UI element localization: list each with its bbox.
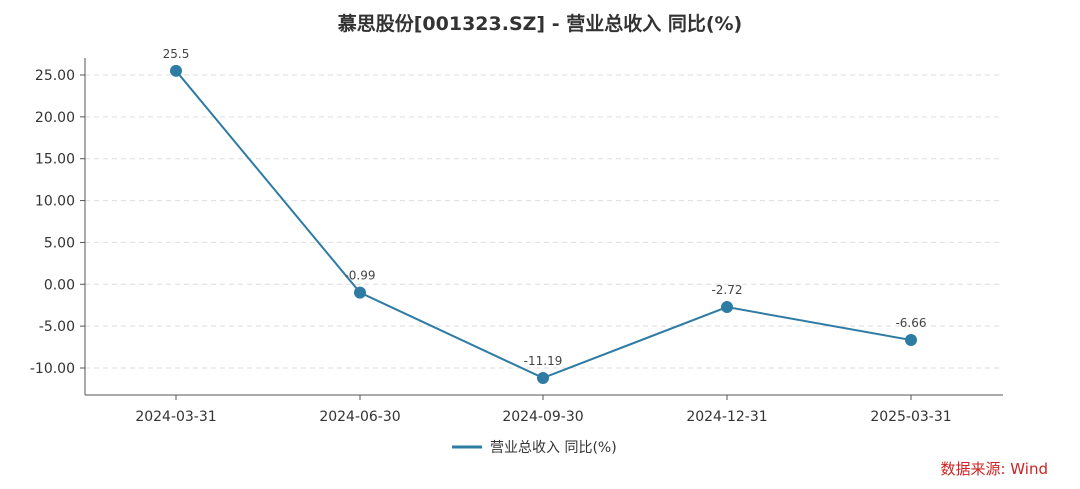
data-point[interactable] (721, 301, 733, 314)
gridlines (85, 74, 1003, 369)
data-labels: 25.5 -0.99 -11.19 -2.72 -6.66 (163, 47, 927, 368)
data-label: -2.72 (711, 283, 742, 297)
legend-label: 营业总收入 同比(%) (490, 440, 617, 456)
x-tick-label: 2024-03-31 (135, 409, 216, 425)
y-tick-label: -10.00 (30, 361, 75, 377)
chart-title: 慕思股份[001323.SZ] - 营业总收入 同比(%) (338, 12, 743, 35)
y-axis-ticks: 25.00 20.00 15.00 10.00 5.00 0.00 -5.00 -10.00 (30, 68, 85, 377)
y-tick-label: 20.00 (35, 110, 75, 126)
data-label: -11.19 (524, 354, 563, 368)
data-label: -6.66 (895, 316, 926, 330)
data-point[interactable] (354, 286, 366, 299)
x-tick-label: 2024-12-31 (686, 409, 767, 425)
data-label: 25.5 (163, 47, 190, 61)
data-point[interactable] (170, 64, 182, 77)
legend[interactable]: 营业总收入 同比(%) (452, 440, 617, 456)
y-tick-label: 5.00 (44, 235, 75, 251)
data-label: -0.99 (344, 269, 375, 283)
y-tick-label: -5.00 (39, 319, 75, 335)
x-tick-label: 2025-03-31 (870, 409, 951, 425)
y-tick-label: 25.00 (35, 68, 75, 84)
source-note: 数据来源: Wind (940, 460, 1048, 478)
x-axis-ticks: 2024-03-31 2024-06-30 2024-09-30 2024-12-31… (135, 395, 952, 425)
series-line-group (170, 64, 917, 384)
x-tick-label: 2024-06-30 (319, 409, 400, 425)
y-tick-label: 10.00 (35, 194, 75, 210)
y-tick-label: 15.00 (35, 152, 75, 168)
data-point[interactable] (537, 371, 549, 384)
x-tick-label: 2024-09-30 (502, 409, 583, 425)
y-tick-label: 0.00 (44, 277, 75, 293)
data-point[interactable] (905, 334, 917, 347)
